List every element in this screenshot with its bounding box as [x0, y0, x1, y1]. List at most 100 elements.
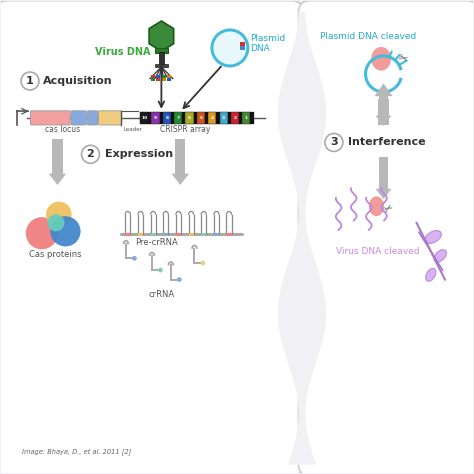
Bar — [175, 139, 185, 178]
Polygon shape — [375, 189, 392, 199]
Polygon shape — [48, 173, 66, 185]
Bar — [176, 233, 181, 236]
Text: 3: 3 — [222, 116, 225, 120]
Bar — [189, 233, 194, 236]
Ellipse shape — [425, 230, 441, 244]
Circle shape — [177, 277, 182, 282]
Bar — [240, 46, 245, 50]
FancyBboxPatch shape — [299, 0, 474, 474]
Bar — [138, 233, 143, 236]
Text: cas locus: cas locus — [45, 125, 80, 134]
Bar — [151, 78, 155, 81]
Circle shape — [46, 201, 72, 227]
Bar — [152, 112, 160, 124]
Text: Leader: Leader — [123, 127, 142, 132]
Text: 3: 3 — [330, 137, 337, 147]
Bar — [185, 112, 194, 124]
Text: 5: 5 — [200, 116, 202, 120]
Bar — [166, 75, 171, 78]
Bar — [156, 75, 160, 78]
Bar — [201, 233, 206, 236]
Ellipse shape — [434, 250, 447, 262]
Text: Cas proteins: Cas proteins — [29, 250, 82, 259]
Circle shape — [325, 134, 343, 152]
Bar — [242, 112, 250, 124]
Circle shape — [132, 256, 137, 261]
Text: 7: 7 — [177, 116, 180, 120]
FancyBboxPatch shape — [99, 111, 122, 125]
Bar — [378, 99, 389, 125]
Circle shape — [201, 261, 205, 265]
Circle shape — [82, 146, 100, 163]
FancyBboxPatch shape — [71, 111, 86, 125]
Ellipse shape — [371, 47, 391, 71]
Text: CRISPR array: CRISPR array — [160, 125, 210, 134]
Polygon shape — [279, 12, 325, 464]
Circle shape — [21, 72, 39, 90]
Circle shape — [214, 32, 246, 64]
Bar — [219, 112, 228, 124]
Bar — [182, 112, 185, 124]
Bar — [155, 48, 167, 53]
Ellipse shape — [426, 268, 436, 281]
Bar — [205, 112, 208, 124]
Text: Expression: Expression — [105, 149, 173, 159]
Bar — [163, 233, 168, 236]
Bar — [217, 112, 219, 124]
Bar — [171, 112, 174, 124]
Text: 8: 8 — [165, 116, 168, 120]
Bar — [163, 112, 171, 124]
Text: Pre-crRNA: Pre-crRNA — [135, 238, 178, 247]
Circle shape — [26, 217, 58, 249]
Bar — [174, 112, 182, 124]
Bar — [161, 75, 165, 78]
Bar — [151, 75, 155, 78]
Text: 9: 9 — [154, 116, 157, 120]
Polygon shape — [374, 83, 392, 96]
Text: Plasmid DNA cleaved: Plasmid DNA cleaved — [319, 31, 416, 40]
Bar — [208, 112, 217, 124]
Bar — [227, 233, 232, 236]
Bar — [151, 233, 156, 236]
Bar — [140, 112, 148, 124]
Bar — [166, 78, 171, 81]
Text: 6: 6 — [188, 116, 191, 120]
Bar — [214, 233, 219, 236]
Text: 4: 4 — [211, 116, 214, 120]
Text: Acquisition: Acquisition — [43, 76, 113, 86]
Bar — [231, 112, 239, 124]
FancyBboxPatch shape — [30, 111, 70, 125]
Bar — [194, 112, 197, 124]
Bar — [125, 233, 130, 236]
Text: 1: 1 — [245, 116, 248, 120]
Text: 2: 2 — [87, 149, 94, 159]
Bar — [161, 78, 165, 81]
Circle shape — [47, 214, 64, 231]
Text: ✂: ✂ — [397, 53, 409, 65]
Text: Virus DNA: Virus DNA — [95, 47, 151, 57]
Text: 1: 1 — [26, 76, 34, 86]
Bar — [148, 112, 152, 124]
Text: Plasmid
DNA: Plasmid DNA — [250, 34, 285, 53]
Bar — [156, 78, 160, 81]
Text: Virus DNA cleaved: Virus DNA cleaved — [336, 246, 420, 255]
Bar — [155, 64, 167, 67]
Bar — [228, 112, 231, 124]
Circle shape — [50, 216, 81, 246]
Polygon shape — [375, 116, 392, 126]
Polygon shape — [279, 12, 325, 464]
Text: crRNA: crRNA — [148, 291, 174, 300]
Text: 10: 10 — [141, 116, 147, 120]
Polygon shape — [149, 21, 173, 51]
Bar — [240, 42, 245, 46]
Text: Image: Bhaya, D., et al. 2011 [2]: Image: Bhaya, D., et al. 2011 [2] — [22, 448, 131, 455]
FancyBboxPatch shape — [0, 0, 303, 474]
Bar — [159, 52, 164, 65]
Polygon shape — [172, 173, 189, 185]
Bar — [160, 112, 163, 124]
Text: 2: 2 — [234, 116, 237, 120]
Circle shape — [158, 268, 163, 273]
Bar — [379, 156, 388, 192]
Ellipse shape — [369, 196, 384, 216]
Text: ✂: ✂ — [383, 203, 396, 216]
